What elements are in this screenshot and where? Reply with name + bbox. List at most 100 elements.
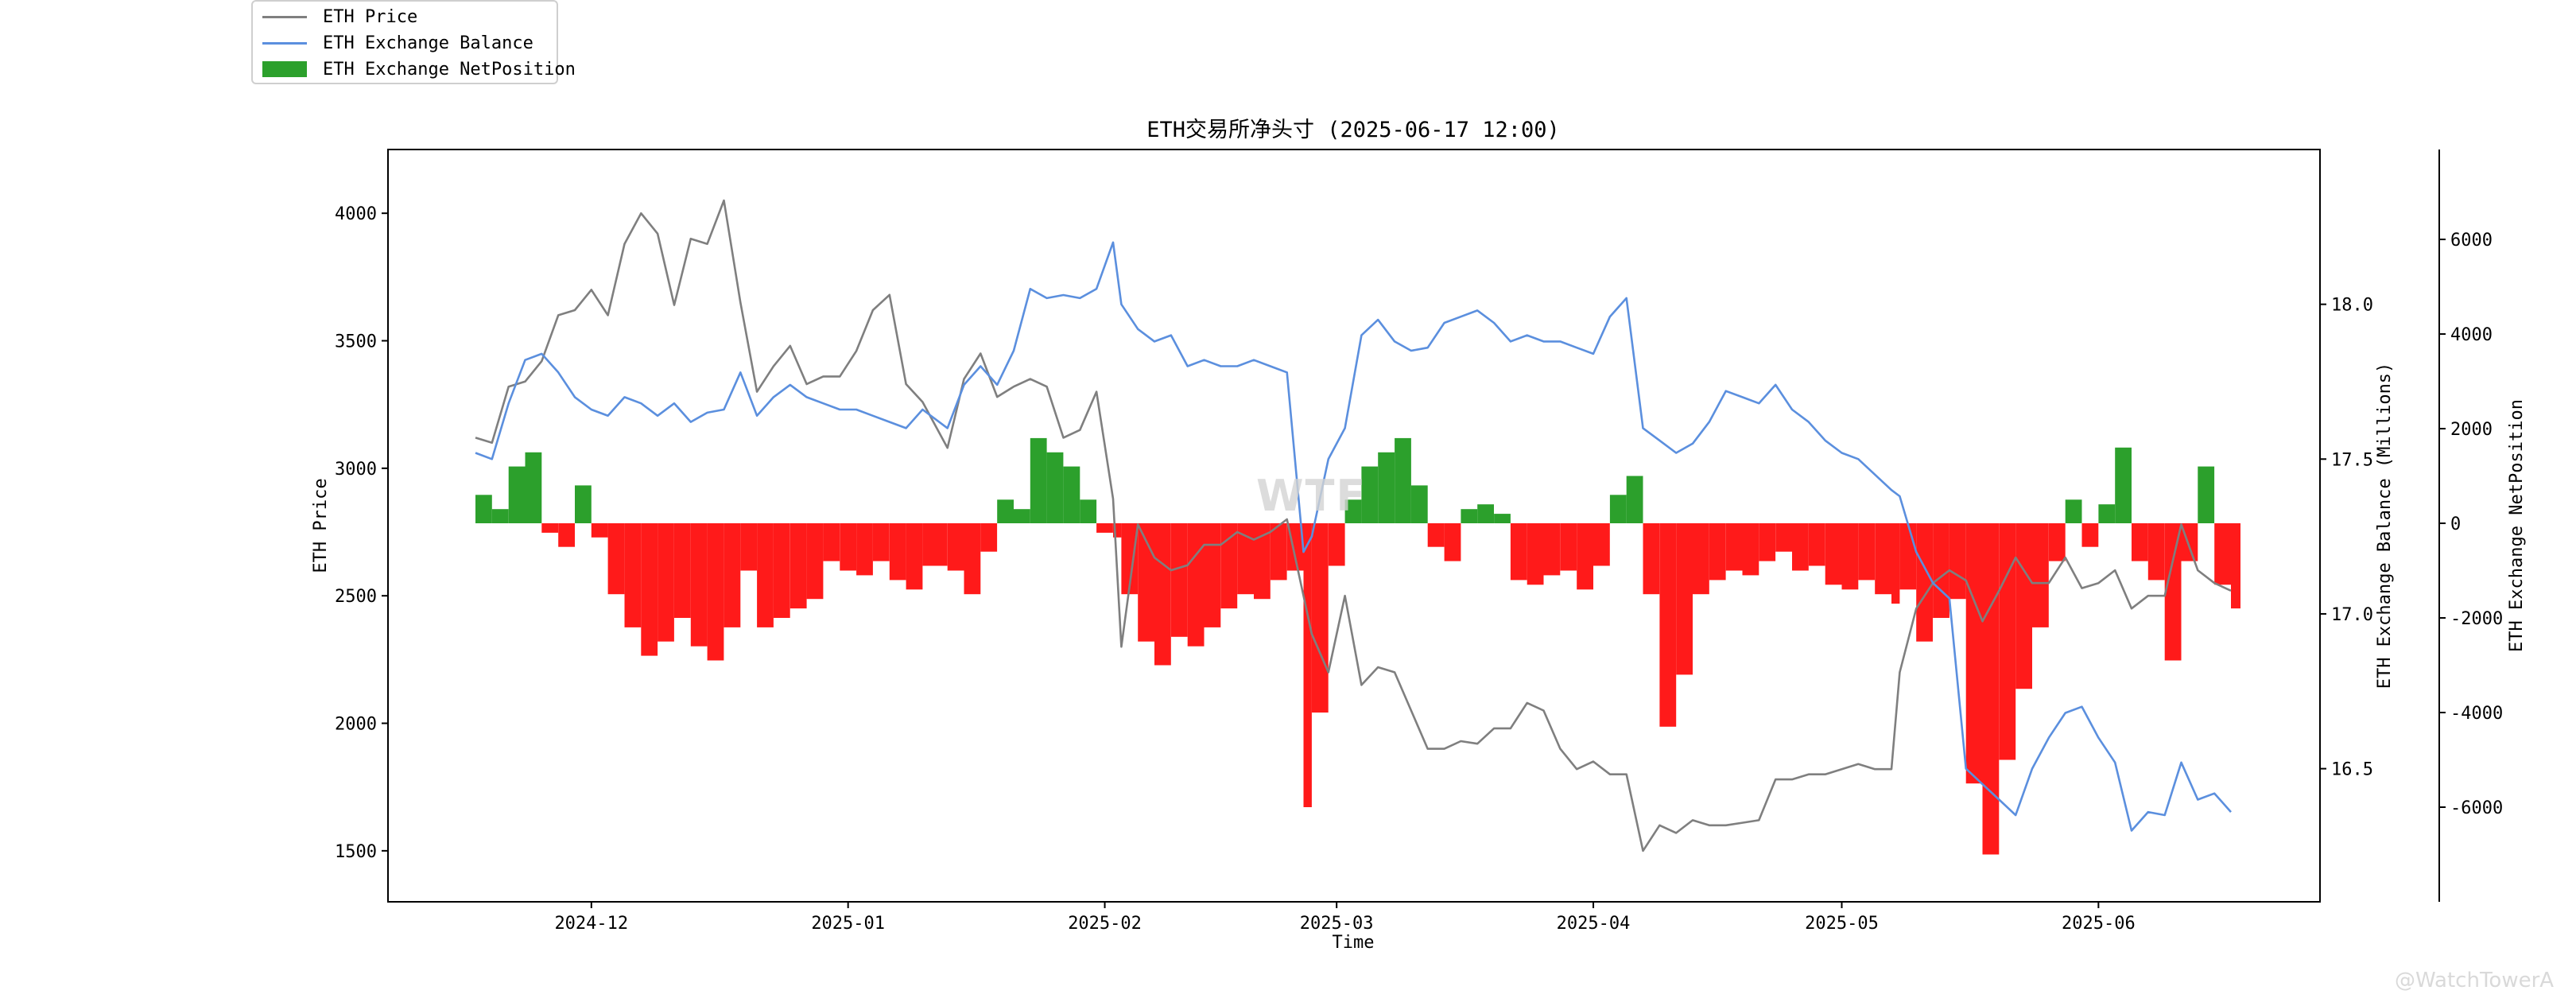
x-tick-label: 2025-02 <box>1068 914 1142 934</box>
netposition-bar <box>2081 523 2099 547</box>
netposition-bar <box>1982 523 2000 855</box>
netposition-bar <box>1220 523 1238 609</box>
netposition-bar <box>740 523 758 571</box>
legend-swatch-price <box>262 15 307 18</box>
netposition-bar <box>558 523 575 547</box>
x-tick-label: 2025-05 <box>1805 914 1879 934</box>
netposition-bar <box>1080 499 1097 523</box>
netposition-bar <box>1237 523 1254 595</box>
y-right1-tick-label: 17.5 <box>2331 450 2373 470</box>
chart-title: ETH交易所净头寸 (2025-06-17 12:00) <box>1146 118 1560 142</box>
netposition-bar <box>1361 466 1379 523</box>
series-lines <box>475 199 2232 852</box>
netposition-bar <box>1328 523 1345 566</box>
netposition-bar <box>1825 523 1842 585</box>
legend-item-netposition: ETH Exchange NetPosition <box>262 57 576 81</box>
netposition-bar <box>508 466 526 523</box>
netposition-bar <box>2015 523 2032 689</box>
netposition-bar <box>1096 523 1113 533</box>
netposition-bar <box>1858 523 1876 581</box>
netposition-bar <box>2181 523 2198 561</box>
netposition-bar <box>724 523 741 627</box>
x-tick-label: 2024-12 <box>554 914 628 934</box>
netposition-bar <box>2048 523 2066 561</box>
netposition-bar <box>2098 504 2116 523</box>
axis-ticks: 2024-12 2025-01 2025-02 2025-03 2025-04 2025-… <box>335 204 2503 934</box>
netposition-bar <box>1676 523 1693 675</box>
y-right2-tick-label: 2000 <box>2450 420 2493 440</box>
y-left-tick-label: 1500 <box>335 842 377 862</box>
netposition-bar <box>591 523 608 538</box>
y-left-tick-label: 3500 <box>335 332 377 352</box>
netposition-bar <box>1527 523 1544 585</box>
y-right2-tick-label: -2000 <box>2450 609 2503 629</box>
netposition-bar <box>1444 523 1461 561</box>
netposition-bar <box>2164 523 2182 661</box>
netposition-bar <box>1378 452 1395 523</box>
netposition-bar <box>1841 523 1859 590</box>
y-right2-tick-label: -4000 <box>2450 704 2503 724</box>
netposition-bar <box>2198 466 2215 523</box>
netposition-bar <box>1560 523 1577 571</box>
y-right1-tick-label: 16.5 <box>2331 760 2373 780</box>
netposition-bar <box>1742 523 1759 576</box>
netposition-bar <box>823 523 840 561</box>
x-tick-label: 2025-03 <box>1300 914 1374 934</box>
netposition-bar <box>2132 523 2148 561</box>
netposition-bar <box>1046 452 1064 523</box>
plot-frame <box>387 149 2321 903</box>
balance-line <box>475 241 2232 832</box>
netposition-bar <box>1593 523 1610 566</box>
netposition-bar <box>1477 504 1494 523</box>
netposition-bar <box>889 523 906 581</box>
legend: ETH Price ETH Exchange Balance ETH Excha… <box>251 0 576 84</box>
netposition-bar <box>1303 523 1312 807</box>
netposition-bar <box>1609 495 1627 523</box>
netposition-bar <box>1709 523 1726 581</box>
netposition-bar <box>1577 523 1593 590</box>
netposition-bar <box>906 523 923 590</box>
netposition-bar <box>1030 437 1047 523</box>
legend-label-balance: ETH Exchange Balance <box>323 33 533 53</box>
netposition-bar <box>1808 523 1825 566</box>
netposition-bar <box>1775 523 1792 552</box>
netposition-bar <box>1063 466 1080 523</box>
netposition-bar <box>1933 523 1949 618</box>
netposition-bar <box>607 523 625 595</box>
y-left-axis-label: ETH Price <box>311 478 331 573</box>
netposition-bar <box>806 523 824 600</box>
x-axis-label: Time <box>1333 933 1375 953</box>
netposition-bar <box>1899 523 1917 590</box>
netposition-bar <box>1395 437 1411 523</box>
netposition-bar <box>541 523 559 533</box>
netposition-bar <box>840 523 857 571</box>
netposition-bar <box>1693 523 1709 595</box>
y-right1-tick-label: 17.0 <box>2331 605 2373 625</box>
netposition-bar <box>1510 523 1527 581</box>
netposition-bar <box>1187 523 1205 647</box>
netposition-bar <box>1891 523 1900 604</box>
netposition-bar <box>1427 523 1445 547</box>
netposition-bar <box>1204 523 1221 627</box>
netposition-bar <box>1626 476 1643 523</box>
netposition-bar <box>1494 514 1511 523</box>
netposition-bar <box>1014 509 1030 523</box>
netposition-bar <box>922 523 948 566</box>
netposition-bar <box>1949 523 1966 600</box>
netposition-bar <box>1916 523 1933 642</box>
netposition-bar <box>1113 523 1122 538</box>
y-right2-tick-label: 4000 <box>2450 325 2493 345</box>
netposition-bar <box>997 499 1014 523</box>
netposition-bar <box>1965 523 1983 784</box>
netposition-bar <box>1643 523 1660 595</box>
netposition-bar <box>575 485 592 523</box>
netposition-bar <box>1461 509 1478 523</box>
netposition-bar <box>1792 523 1809 571</box>
netposition-bar <box>1759 523 1776 561</box>
y-right2-tick-label: 0 <box>2450 515 2461 534</box>
netposition-bar <box>1311 523 1329 713</box>
netposition-bar <box>690 523 708 647</box>
y-right2-tick-label: -6000 <box>2450 798 2503 818</box>
y-left-tick-label: 4000 <box>335 204 377 224</box>
netposition-bar <box>1270 523 1287 581</box>
